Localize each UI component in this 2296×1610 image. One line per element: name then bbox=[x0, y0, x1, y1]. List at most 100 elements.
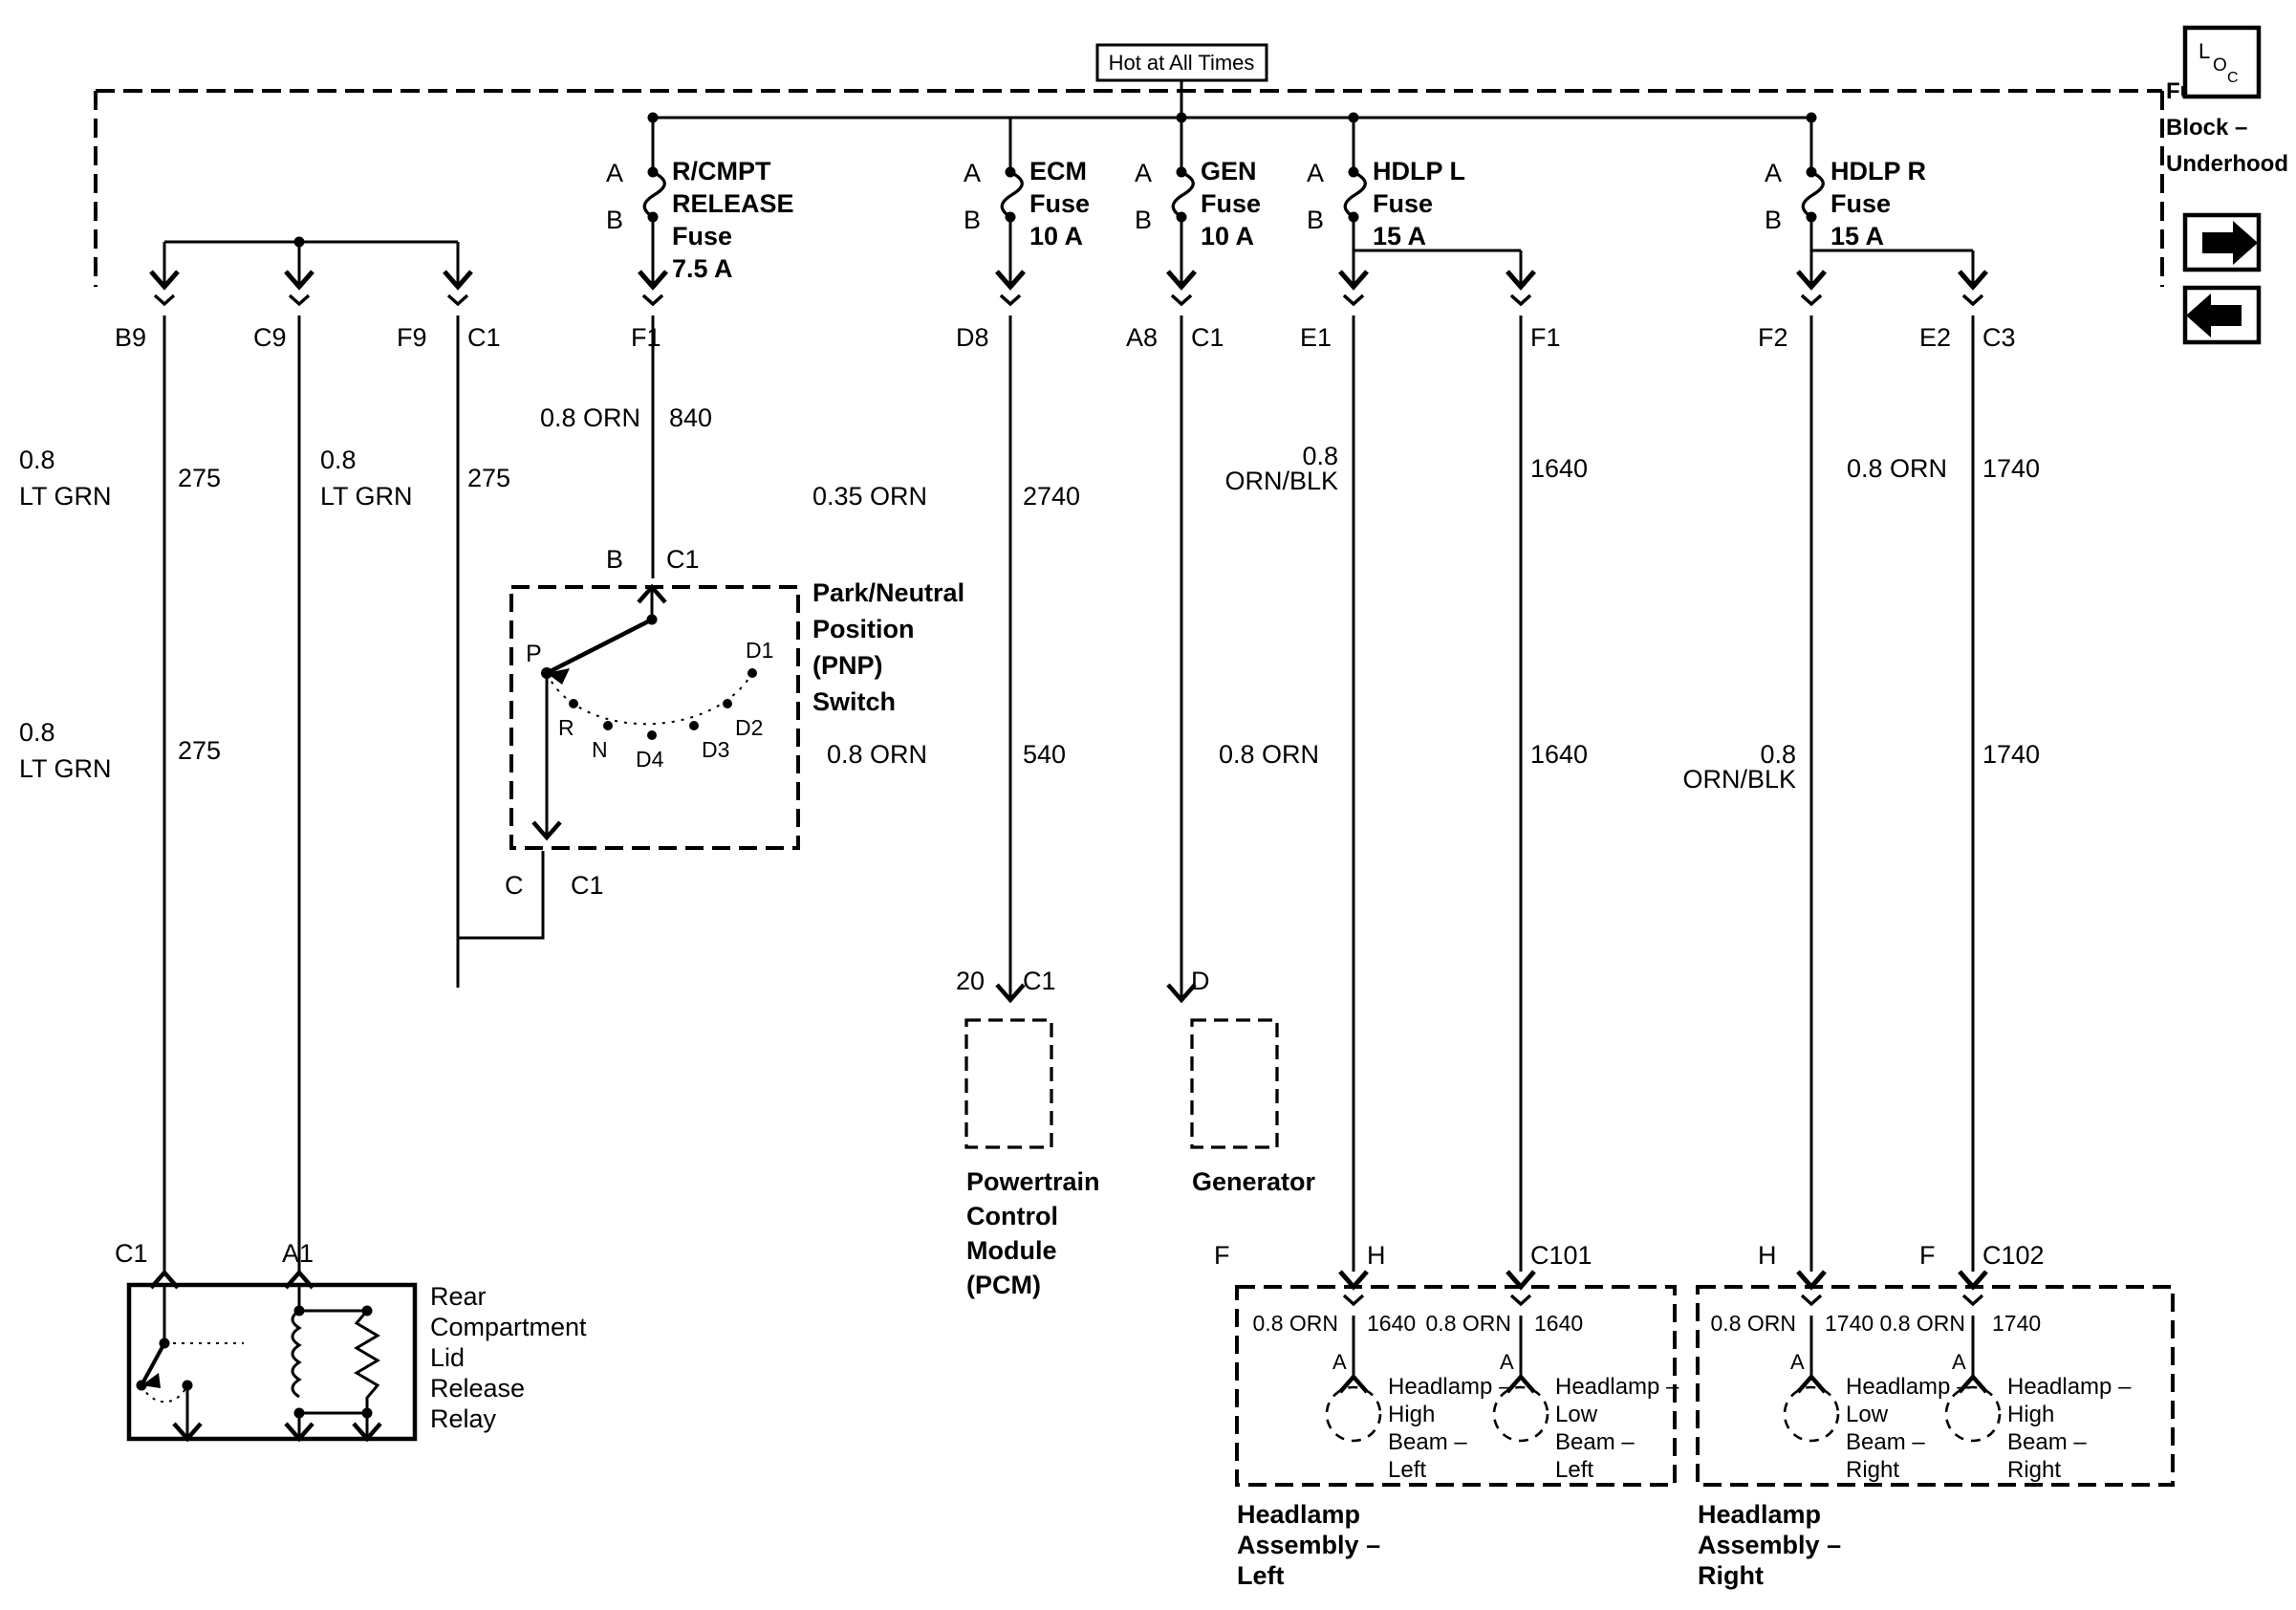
svg-text:Right: Right bbox=[1846, 1457, 1899, 1483]
svg-text:Fuse: Fuse bbox=[1201, 189, 1261, 218]
svg-text:A: A bbox=[1307, 159, 1324, 187]
svg-text:F9: F9 bbox=[397, 323, 427, 352]
svg-text:Module: Module bbox=[966, 1236, 1057, 1265]
svg-text:2740: 2740 bbox=[1023, 482, 1080, 511]
svg-text:Beam –: Beam – bbox=[2007, 1429, 2087, 1455]
svg-text:0.8 ORN: 0.8 ORN bbox=[1426, 1311, 1511, 1336]
svg-text:Low: Low bbox=[1555, 1402, 1598, 1427]
svg-text:LT GRN: LT GRN bbox=[320, 482, 413, 511]
svg-text:HDLP R: HDLP R bbox=[1830, 157, 1926, 185]
svg-text:L: L bbox=[2199, 39, 2210, 63]
svg-text:275: 275 bbox=[467, 464, 510, 492]
svg-text:Left: Left bbox=[1555, 1457, 1593, 1483]
svg-text:1640: 1640 bbox=[1530, 454, 1588, 483]
svg-text:B: B bbox=[1307, 206, 1324, 234]
svg-text:C101: C101 bbox=[1530, 1241, 1592, 1270]
svg-text:Headlamp –: Headlamp – bbox=[1388, 1374, 1512, 1400]
svg-text:0.8 ORN: 0.8 ORN bbox=[1711, 1311, 1796, 1336]
svg-text:A: A bbox=[964, 159, 981, 187]
svg-text:Underhood: Underhood bbox=[2166, 151, 2288, 177]
svg-text:540: 540 bbox=[1023, 740, 1066, 769]
svg-text:F1: F1 bbox=[631, 323, 661, 352]
svg-text:E1: E1 bbox=[1300, 323, 1332, 352]
svg-text:0.8 ORN: 0.8 ORN bbox=[827, 740, 927, 769]
svg-text:Headlamp: Headlamp bbox=[1698, 1500, 1821, 1529]
svg-text:Fuse: Fuse bbox=[1029, 189, 1090, 218]
svg-text:15 A: 15 A bbox=[1830, 222, 1884, 250]
svg-text:Beam –: Beam – bbox=[1388, 1429, 1467, 1455]
svg-text:GEN: GEN bbox=[1201, 157, 1257, 185]
svg-text:B: B bbox=[606, 545, 623, 574]
svg-text:Control: Control bbox=[966, 1202, 1058, 1230]
svg-text:Fuse: Fuse bbox=[1373, 189, 1433, 218]
svg-text:Block –: Block – bbox=[2166, 115, 2247, 141]
svg-text:Low: Low bbox=[1846, 1402, 1889, 1427]
svg-text:C1: C1 bbox=[571, 871, 604, 900]
svg-text:1640: 1640 bbox=[1367, 1311, 1416, 1336]
svg-text:Right: Right bbox=[2007, 1457, 2061, 1483]
svg-text:15 A: 15 A bbox=[1373, 222, 1426, 250]
svg-text:A: A bbox=[1790, 1350, 1805, 1374]
svg-text:(PCM): (PCM) bbox=[966, 1271, 1041, 1299]
svg-text:Headlamp –: Headlamp – bbox=[1555, 1374, 1679, 1400]
svg-text:D1: D1 bbox=[746, 638, 773, 663]
svg-text:1740: 1740 bbox=[1982, 740, 2040, 769]
svg-text:C1: C1 bbox=[1191, 323, 1224, 352]
svg-text:0.8 ORN: 0.8 ORN bbox=[1253, 1311, 1338, 1336]
svg-text:Beam –: Beam – bbox=[1846, 1429, 1925, 1455]
svg-text:Assembly –: Assembly – bbox=[1237, 1531, 1380, 1559]
svg-text:Beam –: Beam – bbox=[1555, 1429, 1635, 1455]
svg-text:ORN/BLK: ORN/BLK bbox=[1224, 467, 1338, 495]
svg-text:LT GRN: LT GRN bbox=[19, 482, 112, 511]
svg-text:F: F bbox=[1919, 1241, 1936, 1270]
svg-text:C1: C1 bbox=[467, 323, 501, 352]
svg-text:A: A bbox=[1135, 159, 1152, 187]
svg-text:0.8 ORN: 0.8 ORN bbox=[1880, 1311, 1965, 1336]
svg-text:0.8 ORN: 0.8 ORN bbox=[1847, 454, 1947, 483]
svg-text:High: High bbox=[1388, 1402, 1435, 1427]
svg-text:C102: C102 bbox=[1982, 1241, 2045, 1270]
svg-text:0.8: 0.8 bbox=[19, 718, 55, 747]
svg-text:LT GRN: LT GRN bbox=[19, 754, 112, 783]
svg-text:0.8 ORN: 0.8 ORN bbox=[1219, 740, 1319, 769]
svg-text:E2: E2 bbox=[1919, 323, 1951, 352]
svg-text:C: C bbox=[505, 871, 524, 900]
svg-text:Release: Release bbox=[430, 1374, 525, 1403]
svg-text:0.35 ORN: 0.35 ORN bbox=[812, 482, 927, 511]
svg-text:840: 840 bbox=[669, 403, 712, 432]
svg-text:A: A bbox=[606, 159, 623, 187]
svg-text:B: B bbox=[964, 206, 981, 234]
svg-text:F2: F2 bbox=[1758, 323, 1788, 352]
svg-text:High: High bbox=[2007, 1402, 2054, 1427]
svg-text:20: 20 bbox=[956, 967, 985, 995]
svg-text:A8: A8 bbox=[1126, 323, 1158, 352]
svg-text:B9: B9 bbox=[115, 323, 146, 352]
svg-text:Generator: Generator bbox=[1192, 1167, 1316, 1196]
svg-text:A: A bbox=[1332, 1350, 1347, 1374]
svg-text:Left: Left bbox=[1237, 1561, 1285, 1590]
svg-text:Right: Right bbox=[1698, 1561, 1764, 1590]
svg-text:R: R bbox=[558, 715, 574, 740]
svg-text:D3: D3 bbox=[702, 737, 729, 762]
svg-text:Assembly –: Assembly – bbox=[1698, 1531, 1841, 1559]
svg-text:10 A: 10 A bbox=[1201, 222, 1254, 250]
svg-text:C3: C3 bbox=[1982, 323, 2016, 352]
svg-text:Fuse: Fuse bbox=[672, 222, 732, 250]
svg-text:ECM: ECM bbox=[1029, 157, 1087, 185]
svg-text:Position: Position bbox=[812, 615, 915, 643]
svg-text:Rear: Rear bbox=[430, 1282, 487, 1311]
svg-text:Hot at All Times: Hot at All Times bbox=[1109, 51, 1255, 75]
svg-text:A1: A1 bbox=[282, 1239, 314, 1268]
svg-text:HDLP L: HDLP L bbox=[1373, 157, 1465, 185]
svg-text:1740: 1740 bbox=[1992, 1311, 2041, 1336]
svg-text:(PNP): (PNP) bbox=[812, 651, 883, 680]
svg-text:Compartment: Compartment bbox=[430, 1313, 587, 1341]
svg-text:O: O bbox=[2213, 55, 2227, 76]
svg-text:1640: 1640 bbox=[1534, 1311, 1583, 1336]
svg-text:H: H bbox=[1758, 1241, 1777, 1270]
svg-text:0.8 ORN: 0.8 ORN bbox=[540, 403, 640, 432]
svg-text:Fuse: Fuse bbox=[1830, 189, 1891, 218]
svg-text:275: 275 bbox=[178, 736, 221, 765]
svg-text:ORN/BLK: ORN/BLK bbox=[1682, 765, 1796, 794]
svg-text:Lid: Lid bbox=[430, 1343, 465, 1372]
